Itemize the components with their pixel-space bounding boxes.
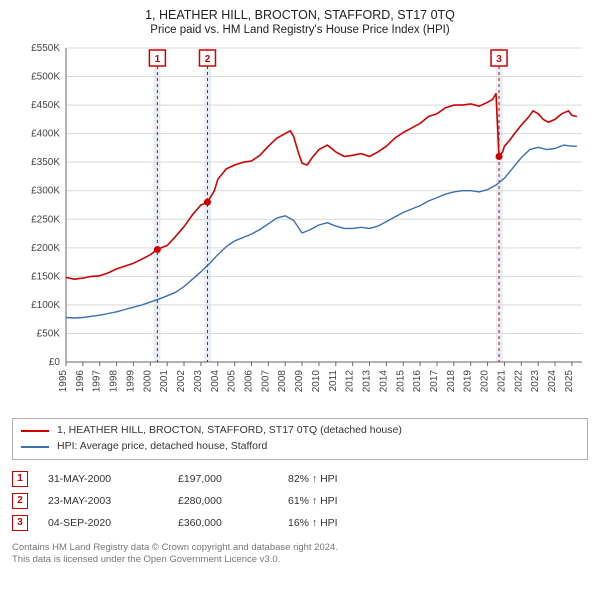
svg-text:£200K: £200K [31, 243, 60, 254]
page-container: 1, HEATHER HILL, BROCTON, STAFFORD, ST17… [0, 0, 600, 575]
title-address: 1, HEATHER HILL, BROCTON, STAFFORD, ST17… [12, 8, 588, 22]
line-chart-svg: £0 £50K £100K £150K £200K £250K £300K £350K £400… [12, 42, 588, 412]
marker-badge-1: 1 [12, 471, 28, 487]
legend-row-hpi: HPI: Average price, detached house, Staf… [21, 439, 579, 455]
svg-text:2022: 2022 [513, 370, 524, 393]
svg-text:2024: 2024 [547, 370, 558, 393]
marker-date-3: 04-SEP-2020 [48, 517, 158, 529]
svg-text:£300K: £300K [31, 186, 60, 197]
svg-text:£550K: £550K [31, 43, 60, 54]
svg-text:£350K: £350K [31, 157, 60, 168]
svg-text:2021: 2021 [496, 370, 507, 393]
svg-text:2002: 2002 [176, 370, 187, 393]
svg-text:£100K: £100K [31, 300, 60, 311]
svg-text:2000: 2000 [142, 370, 153, 393]
legend-box: 1, HEATHER HILL, BROCTON, STAFFORD, ST17… [12, 418, 588, 460]
svg-text:1: 1 [155, 54, 161, 65]
svg-text:2020: 2020 [480, 370, 491, 393]
svg-text:1999: 1999 [125, 370, 136, 393]
marker-price-3: £360,000 [178, 517, 268, 529]
legend-swatch-hpi [21, 446, 49, 448]
marker-row-3: 3 04-SEP-2020 £360,000 16% ↑ HPI [12, 512, 588, 534]
svg-text:£50K: £50K [37, 328, 61, 339]
svg-text:2: 2 [205, 54, 211, 65]
svg-text:£500K: £500K [31, 72, 60, 83]
marker-date-2: 23-MAY-2003 [48, 495, 158, 507]
marker-pct-1: 82% ↑ HPI [288, 473, 388, 485]
svg-text:2025: 2025 [564, 370, 575, 393]
svg-text:2017: 2017 [429, 370, 440, 393]
marker-row-1: 1 31-MAY-2000 £197,000 82% ↑ HPI [12, 468, 588, 490]
marker-date-1: 31-MAY-2000 [48, 473, 158, 485]
svg-text:£150K: £150K [31, 271, 60, 282]
svg-text:2012: 2012 [345, 370, 356, 393]
marker-row-2: 2 23-MAY-2003 £280,000 61% ↑ HPI [12, 490, 588, 512]
svg-text:2010: 2010 [311, 370, 322, 393]
legend-label-hpi: HPI: Average price, detached house, Staf… [57, 439, 267, 455]
marker-price-2: £280,000 [178, 495, 268, 507]
svg-text:2001: 2001 [159, 370, 170, 393]
svg-text:2016: 2016 [412, 370, 423, 393]
svg-text:2014: 2014 [378, 370, 389, 393]
marker-table: 1 31-MAY-2000 £197,000 82% ↑ HPI 2 23-MA… [12, 468, 588, 534]
legend-row-property: 1, HEATHER HILL, BROCTON, STAFFORD, ST17… [21, 423, 579, 439]
chart-area: £0 £50K £100K £150K £200K £250K £300K £350K £400… [12, 42, 588, 412]
svg-text:1995: 1995 [58, 370, 69, 393]
svg-text:2006: 2006 [243, 370, 254, 393]
svg-text:2009: 2009 [294, 370, 305, 393]
svg-text:£250K: £250K [31, 214, 60, 225]
svg-text:2019: 2019 [463, 370, 474, 393]
svg-text:2023: 2023 [530, 370, 541, 393]
svg-text:2011: 2011 [328, 370, 339, 392]
svg-text:2003: 2003 [193, 370, 204, 393]
svg-text:2013: 2013 [362, 370, 373, 393]
chart-title-block: 1, HEATHER HILL, BROCTON, STAFFORD, ST17… [12, 8, 588, 36]
footnote: Contains HM Land Registry data © Crown c… [12, 542, 588, 568]
svg-text:2015: 2015 [395, 370, 406, 393]
legend-label-property: 1, HEATHER HILL, BROCTON, STAFFORD, ST17… [57, 423, 402, 439]
marker-price-1: £197,000 [178, 473, 268, 485]
svg-text:1996: 1996 [75, 370, 86, 393]
legend-swatch-property [21, 430, 49, 432]
svg-text:£400K: £400K [31, 129, 60, 140]
svg-text:2005: 2005 [227, 370, 238, 393]
title-subtitle: Price paid vs. HM Land Registry's House … [12, 24, 588, 36]
svg-text:2008: 2008 [277, 370, 288, 393]
marker-pct-3: 16% ↑ HPI [288, 517, 388, 529]
footnote-line1: Contains HM Land Registry data © Crown c… [12, 542, 588, 555]
footnote-line2: This data is licensed under the Open Gov… [12, 554, 588, 567]
svg-text:1998: 1998 [109, 370, 120, 393]
marker-badge-2: 2 [12, 493, 28, 509]
svg-text:1997: 1997 [92, 370, 103, 393]
marker-badge-3: 3 [12, 515, 28, 531]
svg-text:2004: 2004 [210, 370, 221, 393]
svg-text:2018: 2018 [446, 370, 457, 393]
svg-text:3: 3 [496, 54, 502, 65]
svg-text:2007: 2007 [260, 370, 271, 393]
svg-text:£0: £0 [49, 357, 61, 368]
svg-text:£450K: £450K [31, 100, 60, 111]
marker-pct-2: 61% ↑ HPI [288, 495, 388, 507]
